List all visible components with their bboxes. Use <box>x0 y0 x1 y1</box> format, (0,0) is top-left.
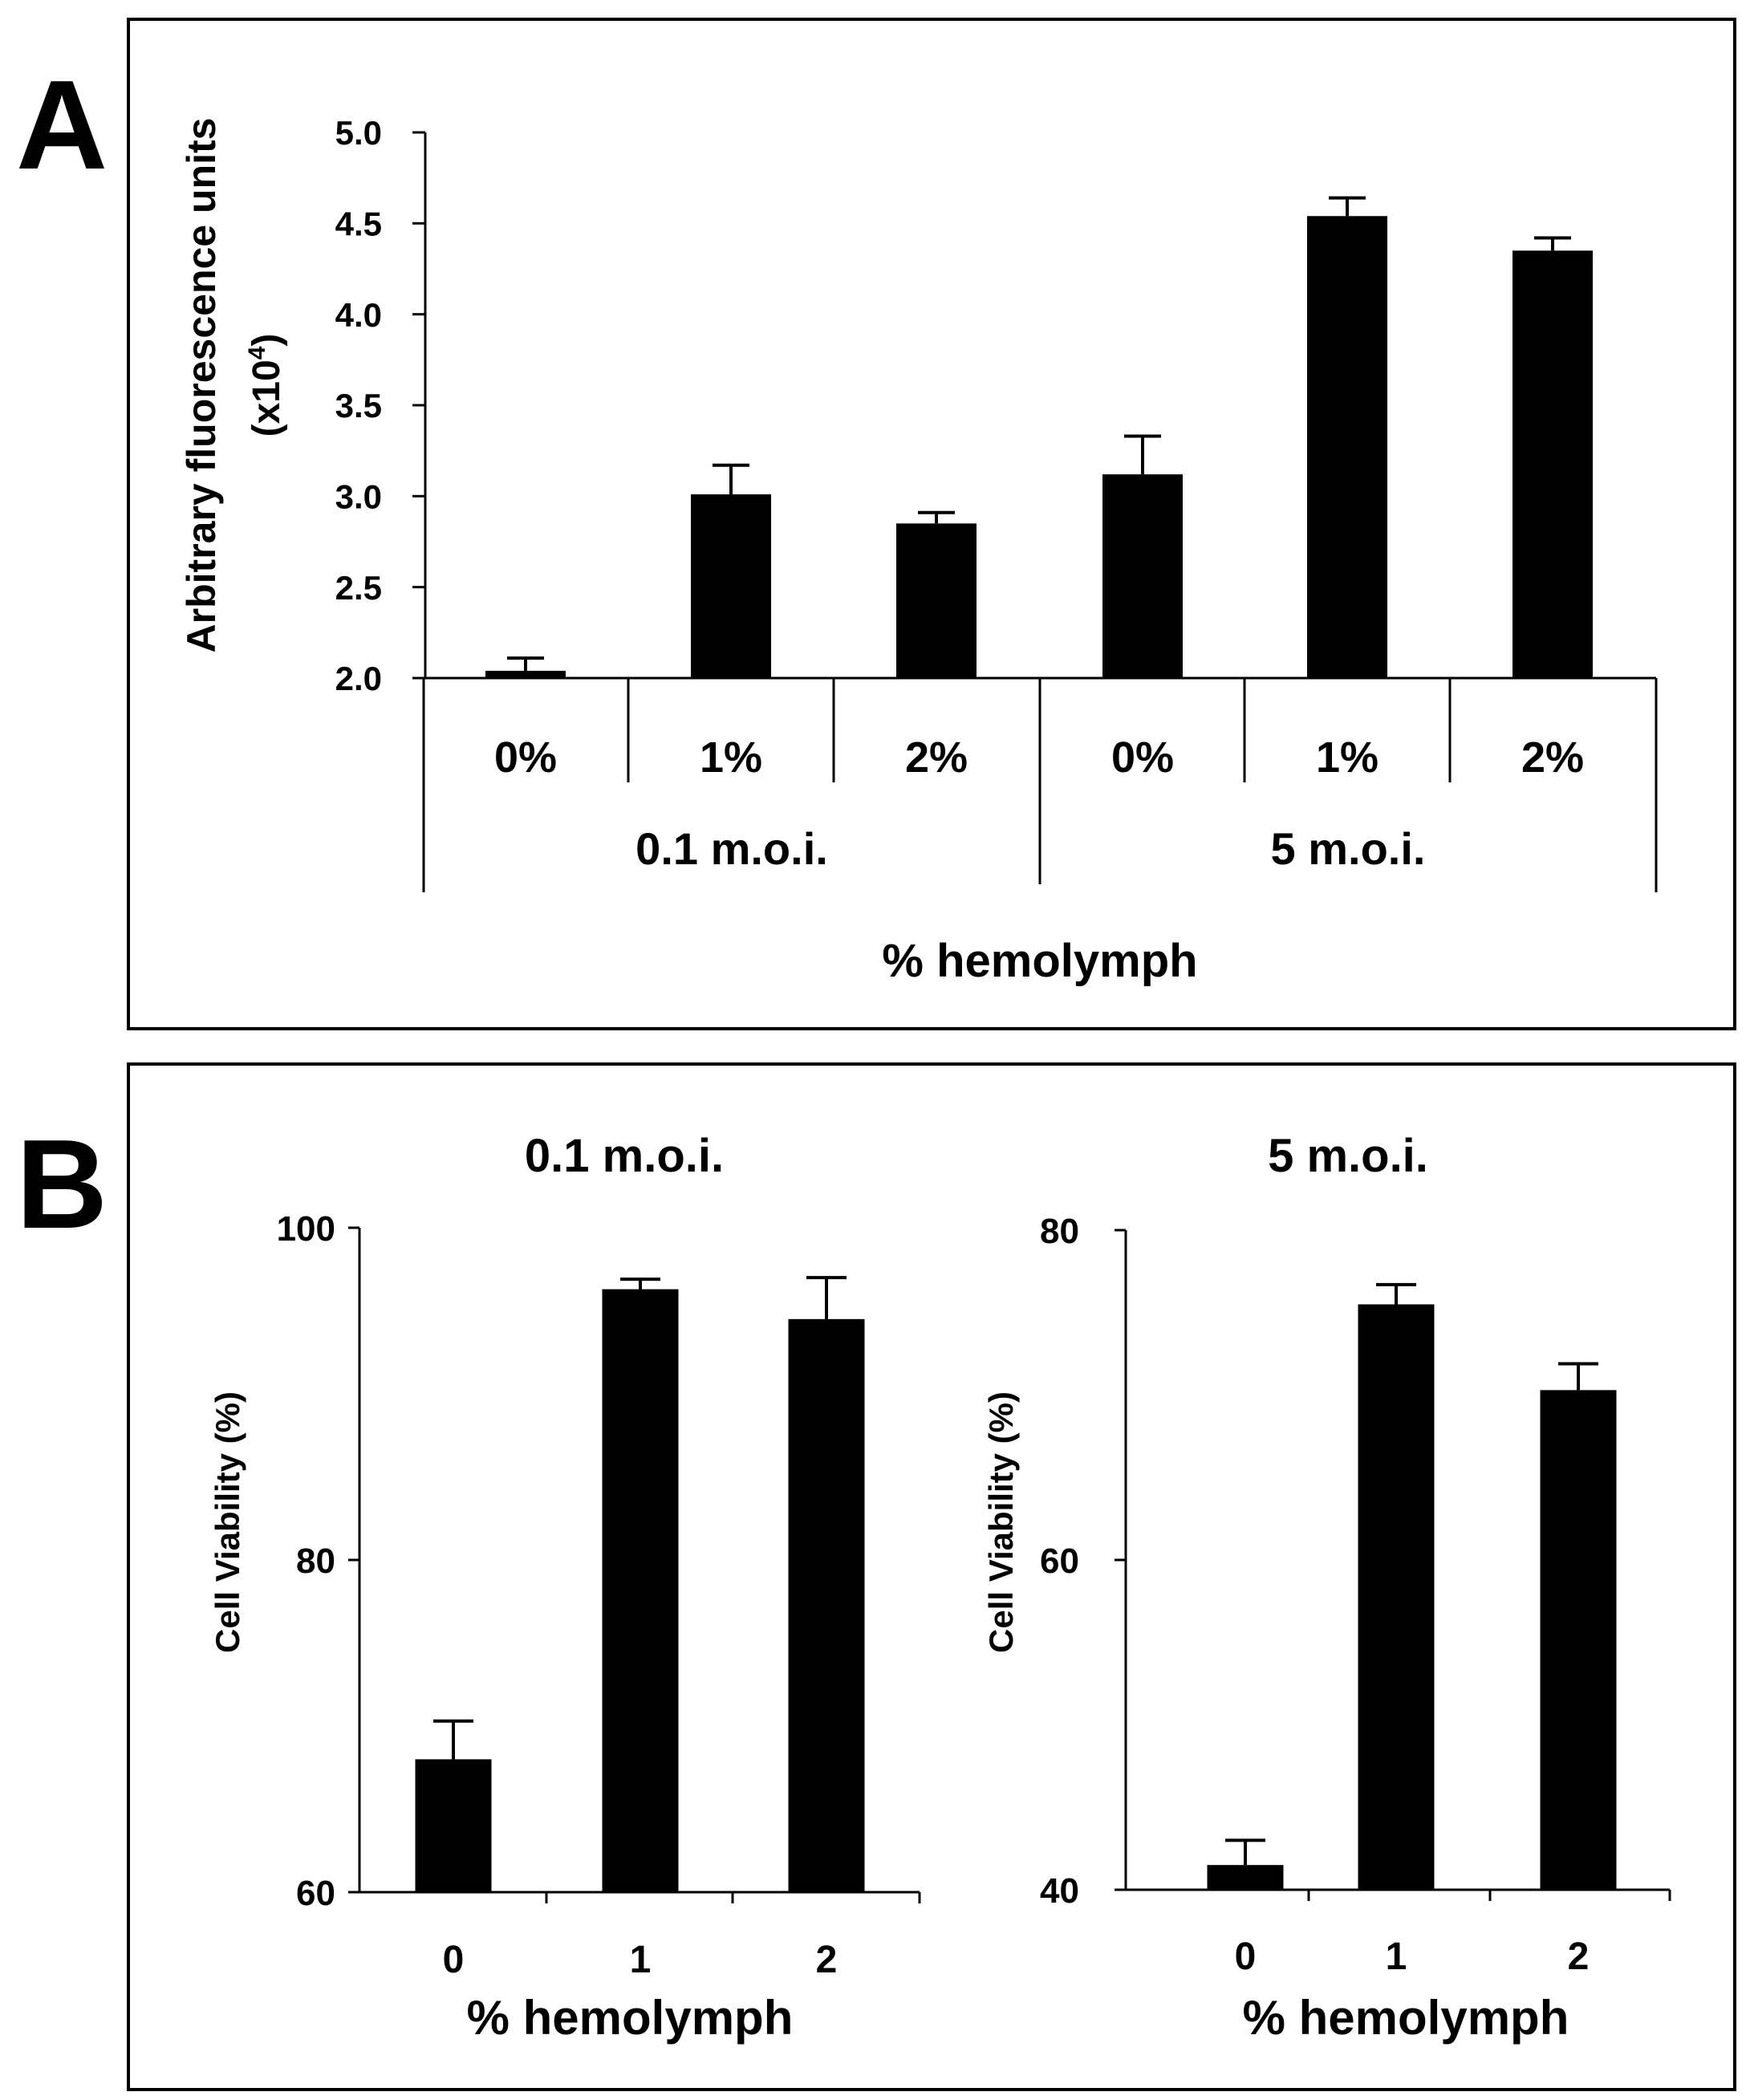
br-category-label-1: 1 <box>1386 1935 1407 1978</box>
br-bar-1 <box>1358 1304 1435 1890</box>
a-bar-3 <box>1102 474 1183 678</box>
ylabel-units-superscript: 4 <box>244 346 270 359</box>
b-right-ylabel: Cell Viability (%) <box>982 1391 1020 1653</box>
bl-category-label-0: 0 <box>443 1939 465 1981</box>
a-ytick-label-1: 2.5 <box>335 569 382 607</box>
br-ytick-label-2: 80 <box>1040 1212 1079 1251</box>
panel-b-frame <box>127 1062 1736 2091</box>
bl-category-label-1: 1 <box>630 1939 652 1981</box>
a-ytick-label-3: 3.5 <box>335 387 382 424</box>
bl-ytick-label-2: 100 <box>277 1209 335 1249</box>
panel-a-letter: A <box>16 55 108 196</box>
a-category-label-1: 1% <box>700 733 762 782</box>
bl-bar-0 <box>415 1759 492 1892</box>
panel-a-ylabel-units: (x104) <box>244 334 288 437</box>
b-left-title: 0.1 m.o.i. <box>525 1130 724 1182</box>
group-label-5-moi: 5 m.o.i. <box>1271 823 1426 874</box>
a-ytick-label-6: 5.0 <box>335 114 382 152</box>
bl-bar-2 <box>788 1318 865 1892</box>
a-bar-5 <box>1512 250 1593 678</box>
br-bar-0 <box>1207 1865 1284 1890</box>
a-ytick-label-4: 4.0 <box>335 296 382 334</box>
panel-a-ylabel: Arbitrary fluorescence units <box>179 118 224 653</box>
b-right-xlabel: % hemolymph <box>1243 1991 1569 2045</box>
panel-a-xlabel: % hemolymph <box>882 935 1197 987</box>
b-left-xlabel: % hemolymph <box>467 1991 794 2045</box>
panel-a-frame <box>127 18 1736 1030</box>
a-bar-0 <box>485 670 566 678</box>
group-label-0-1-moi: 0.1 m.o.i. <box>635 823 828 874</box>
bl-bar-1 <box>602 1289 679 1892</box>
a-ytick-label-2: 3.0 <box>335 477 382 515</box>
br-category-label-2: 2 <box>1568 1935 1590 1978</box>
a-category-label-4: 1% <box>1316 733 1378 782</box>
a-category-label-0: 0% <box>494 733 557 782</box>
ylabel-units-suffix: ) <box>246 334 288 347</box>
a-ytick-label-0: 2.0 <box>335 660 382 697</box>
br-ytick-label-1: 60 <box>1040 1541 1079 1581</box>
a-category-label-5: 2% <box>1521 733 1584 782</box>
a-bar-4 <box>1307 216 1387 678</box>
ylabel-units-prefix: (x10 <box>246 359 288 437</box>
a-category-label-2: 2% <box>905 733 968 782</box>
b-right-title: 5 m.o.i. <box>1268 1130 1428 1182</box>
bl-category-label-2: 2 <box>816 1939 838 1981</box>
br-ytick-label-0: 40 <box>1040 1871 1079 1911</box>
bl-ytick-label-1: 80 <box>296 1541 335 1581</box>
br-category-label-0: 0 <box>1235 1935 1257 1978</box>
panel-b-letter: B <box>16 1114 108 1255</box>
a-bar-2 <box>896 523 977 678</box>
panel-a-category-dividers <box>422 678 1658 892</box>
b-left-ylabel: Cell Viability (%) <box>209 1391 246 1653</box>
a-bar-1 <box>691 494 771 678</box>
br-bar-2 <box>1540 1390 1617 1890</box>
a-ytick-label-5: 4.5 <box>335 205 382 242</box>
bl-ytick-label-0: 60 <box>296 1874 335 1913</box>
a-category-label-3: 0% <box>1111 733 1174 782</box>
